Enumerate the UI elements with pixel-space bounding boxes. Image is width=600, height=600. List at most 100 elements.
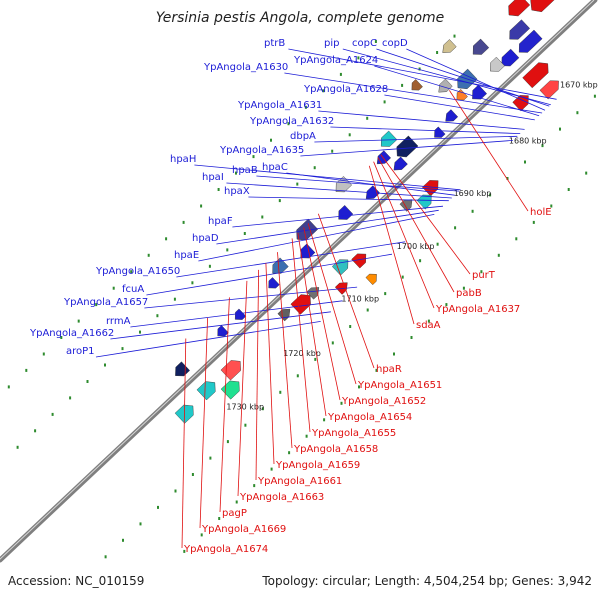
gene-arrow [501, 48, 520, 67]
gene-label: copC [352, 38, 377, 49]
tick-mark [112, 286, 115, 290]
tick-mark [226, 440, 229, 444]
tick-mark [357, 56, 360, 60]
tick-mark [305, 434, 308, 438]
gene-feature [508, 0, 531, 17]
label-leader [307, 223, 357, 385]
gene-feature [509, 19, 531, 40]
tick-mark [314, 357, 317, 361]
gene-arrow [376, 150, 392, 165]
gene-feature [365, 273, 377, 286]
tick-mark [410, 336, 413, 339]
tick-mark [252, 155, 255, 159]
tick-mark [366, 308, 369, 312]
tick-mark [349, 325, 352, 328]
gene-label: YpAngola_A1655 [311, 428, 396, 439]
gene-arrow [300, 243, 316, 259]
gene-feature [365, 185, 381, 200]
label-leader [181, 338, 187, 549]
gene-label: YpAngola_A1650 [95, 266, 180, 277]
gene-feature [411, 79, 423, 91]
gene-arrow [306, 287, 320, 300]
gene-arrow [434, 126, 446, 138]
tick-mark [445, 303, 448, 307]
tick-mark [454, 226, 457, 230]
tick-mark [200, 533, 203, 537]
gene-label: YpAngola_A1631 [237, 100, 322, 111]
tick-mark [147, 253, 150, 257]
tick-mark [139, 522, 142, 526]
gene-feature [196, 381, 216, 401]
label-leader [226, 182, 452, 199]
tick-mark [462, 286, 465, 290]
gene-feature [434, 126, 446, 138]
label-leader [176, 241, 406, 278]
gene-label: pip [324, 38, 339, 49]
gene-label: hpaE [174, 250, 199, 261]
gene-label: rrmA [106, 316, 131, 327]
tick-mark [253, 484, 256, 488]
tick-mark [418, 67, 421, 71]
label-leader [377, 157, 455, 293]
gene-arrow [490, 56, 505, 72]
gene-label: YpAngola_A1662 [29, 328, 114, 339]
gene-label: hpaF [208, 216, 233, 227]
gene-arrow [438, 78, 453, 93]
kbp-marker: 1720 kbp [283, 349, 321, 358]
tick-mark [218, 517, 221, 520]
gene-label: pabB [456, 288, 482, 299]
gene-feature [174, 404, 194, 424]
tick-mark [288, 451, 291, 455]
gene-feature [530, 0, 557, 13]
gene-arrow [518, 29, 543, 53]
gene-arrow [380, 130, 398, 147]
kbp-marker: 1670 kbp [560, 81, 598, 90]
gene-arrow [234, 308, 247, 320]
gene-label: YpAngola_A1651 [357, 380, 442, 391]
tick-mark [191, 473, 194, 476]
gene-label: purT [472, 270, 496, 281]
label-leader [330, 126, 521, 134]
gene-label: YpAngola_A1652 [341, 396, 426, 407]
tick-mark [331, 341, 334, 345]
gene-feature [300, 243, 316, 259]
tick-mark [419, 259, 422, 263]
gene-label: YpAngola_A1669 [201, 524, 286, 535]
gene-label: aroP1 [66, 346, 95, 357]
tick-mark [69, 396, 72, 400]
tick-mark [86, 380, 89, 383]
tick-mark [261, 407, 264, 411]
label-leader [144, 286, 358, 309]
kbp-marker: 1730 kbp [226, 403, 264, 412]
gene-arrow [365, 273, 377, 286]
tick-mark [532, 220, 535, 224]
kbp-marker: 1700 kbp [397, 242, 435, 251]
tick-mark [358, 385, 360, 389]
gene-arrow [351, 253, 367, 269]
gene-arrow [539, 80, 559, 100]
label-leader [297, 232, 327, 417]
gene-arrow [393, 156, 408, 171]
tick-mark [323, 418, 326, 422]
label-leader [248, 196, 449, 202]
gene-label: copD [382, 38, 408, 49]
tick-mark [427, 319, 430, 323]
tick-mark [576, 111, 579, 115]
gene-feature [522, 62, 549, 89]
tick-mark [60, 336, 63, 339]
gene-feature [234, 308, 247, 320]
tick-mark [322, 89, 325, 93]
tick-mark [489, 193, 492, 197]
tick-mark [296, 374, 299, 378]
kbp-markers: 1670 kbp 1680 kbp 1690 kbp 1700 kbp 1710 kbp… [226, 81, 597, 412]
gene-label: YpAngola_A1659 [275, 460, 360, 471]
gene-arrow [220, 380, 240, 400]
kbp-marker: 1680 kbp [509, 137, 547, 146]
tick-mark [279, 390, 282, 394]
kbp-marker: 1690 kbp [454, 189, 492, 198]
tick-mark [235, 171, 237, 175]
tick-mark [471, 209, 474, 213]
gene-label: YpAngola_A1628 [303, 84, 388, 95]
gene-label: pagP [222, 508, 247, 519]
